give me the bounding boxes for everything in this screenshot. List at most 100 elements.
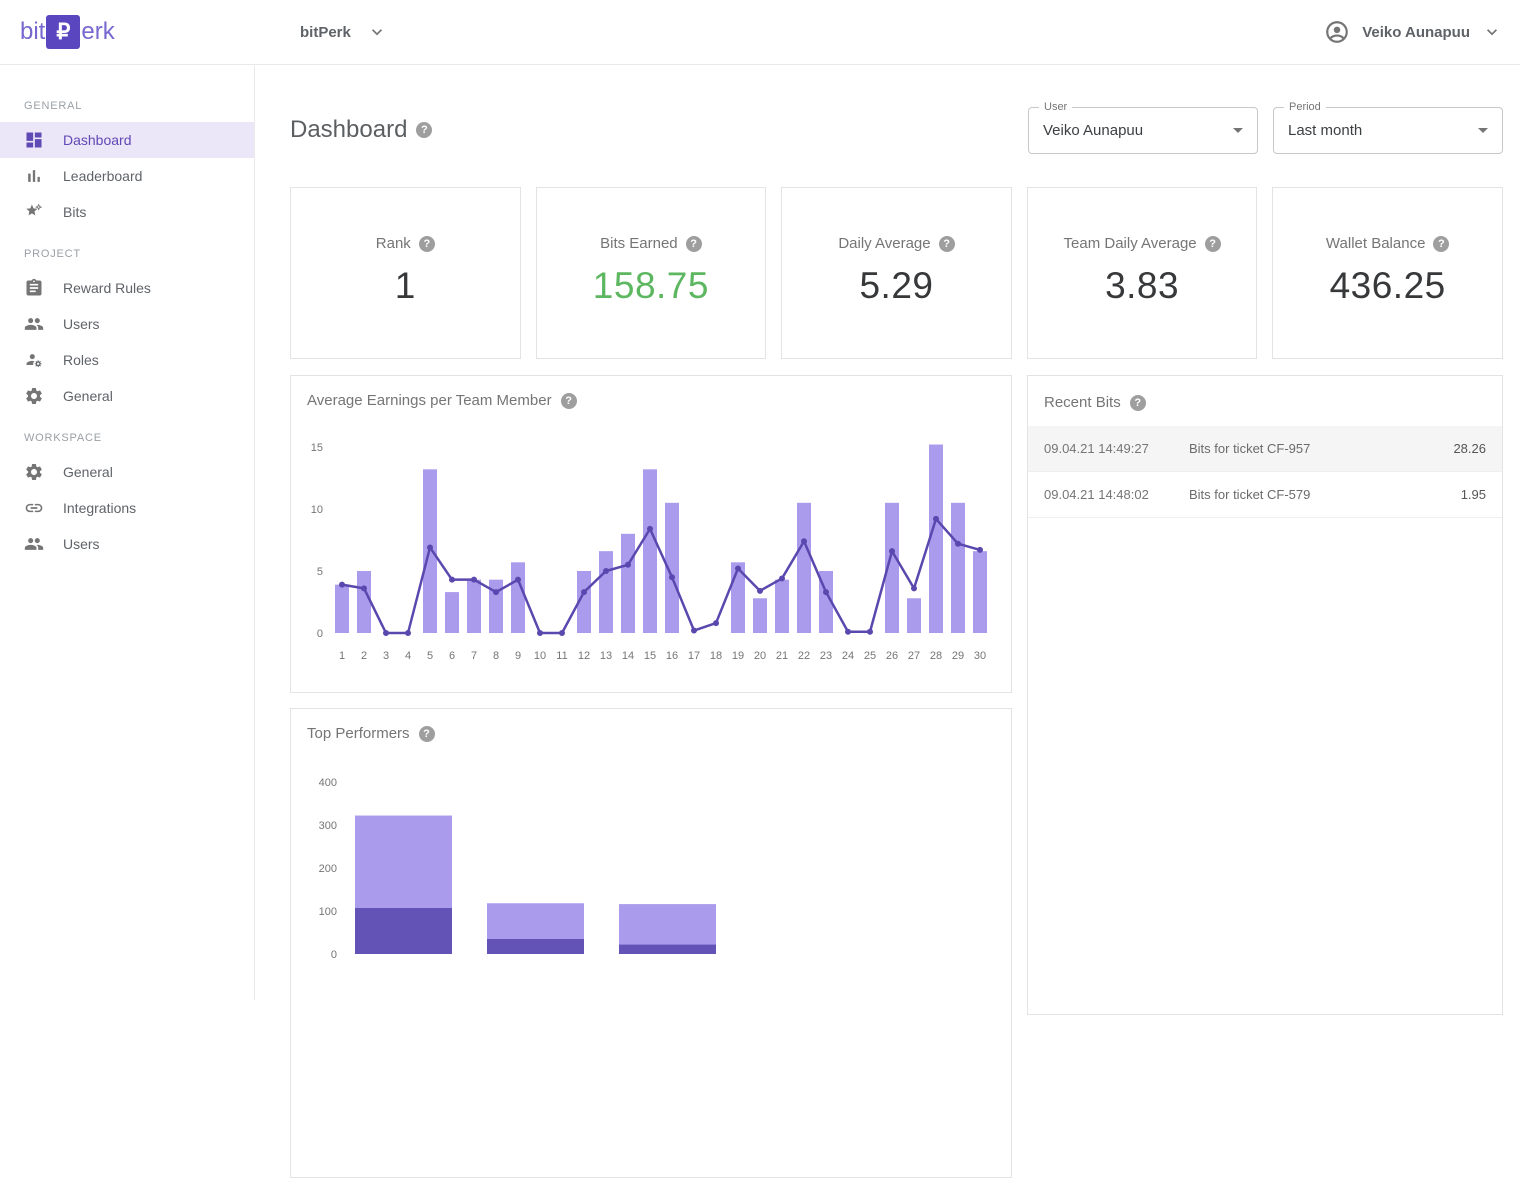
bar	[797, 503, 811, 633]
bit-amount: 28.26	[1453, 441, 1486, 456]
line-point	[493, 589, 499, 595]
x-axis-tick: 13	[600, 650, 612, 662]
sidebar-item-reward-rules[interactable]: Reward Rules	[0, 270, 254, 306]
help-icon[interactable]	[419, 236, 435, 252]
bar	[445, 592, 459, 633]
bar	[357, 571, 371, 633]
x-axis-tick: 2	[361, 650, 367, 662]
stat-card-daily-average: Daily Average5.29	[781, 187, 1012, 359]
bar	[775, 580, 789, 633]
sidebar-item-users[interactable]: Users	[0, 526, 254, 562]
x-axis-tick: 20	[754, 650, 766, 662]
project-select[interactable]: bitPerk	[300, 22, 387, 42]
line-point	[801, 538, 807, 544]
x-axis-tick: 1	[339, 650, 345, 662]
help-icon[interactable]	[1205, 236, 1221, 252]
x-axis-tick: 14	[622, 650, 634, 662]
line-point	[933, 516, 939, 522]
clipboard-icon	[24, 278, 44, 298]
x-axis-tick: 8	[493, 650, 499, 662]
x-axis-tick: 12	[578, 650, 590, 662]
y-axis-tick: 0	[331, 949, 337, 961]
sidebar-item-label: Leaderboard	[63, 168, 142, 184]
user-menu[interactable]: Veiko Aunapuu	[1324, 19, 1502, 45]
sidebar-item-label: Integrations	[63, 500, 136, 516]
gear-icon	[24, 386, 44, 406]
logo-text-suffix: erk	[81, 18, 114, 46]
sidebar-item-label: Bits	[63, 204, 86, 220]
help-icon[interactable]	[939, 236, 955, 252]
sidebar-section-label: PROJECT	[0, 238, 254, 270]
star-icon	[24, 202, 44, 222]
sidebar-item-general[interactable]: General	[0, 378, 254, 414]
stat-value: 1	[395, 265, 416, 307]
dropdown-arrow-icon	[1233, 128, 1243, 133]
help-icon[interactable]	[686, 236, 702, 252]
x-axis-tick: 17	[688, 650, 700, 662]
help-icon[interactable]	[1130, 395, 1146, 411]
average-earnings-chart-card: Average Earnings per Team Member 0510151…	[290, 375, 1012, 693]
bar	[511, 562, 525, 633]
bar	[907, 598, 921, 633]
y-axis-tick: 400	[319, 777, 337, 789]
sidebar-item-leaderboard[interactable]: Leaderboard	[0, 158, 254, 194]
help-icon[interactable]	[416, 122, 432, 138]
stat-label-text: Bits Earned	[600, 235, 678, 252]
period-filter-value: Last month	[1288, 122, 1362, 139]
stacked-bar-upper	[487, 903, 584, 939]
bar	[621, 534, 635, 633]
sidebar-item-integrations[interactable]: Integrations	[0, 490, 254, 526]
bit-timestamp: 09.04.21 14:48:02	[1044, 487, 1189, 502]
period-filter-select[interactable]: Period Last month	[1273, 107, 1503, 154]
line-point	[361, 585, 367, 591]
line-point	[955, 541, 961, 547]
sidebar-item-dashboard[interactable]: Dashboard	[0, 122, 254, 158]
line-point	[735, 566, 741, 572]
line-point	[669, 574, 675, 580]
line-point	[889, 548, 895, 554]
line-point	[823, 589, 829, 595]
x-axis-tick: 27	[908, 650, 920, 662]
sidebar-item-general[interactable]: General	[0, 454, 254, 490]
sidebar-section-label: WORKSPACE	[0, 422, 254, 454]
gear-icon	[24, 462, 44, 482]
stat-label-text: Daily Average	[838, 235, 930, 252]
avatar-icon	[1324, 19, 1350, 45]
period-filter-label: Period	[1284, 101, 1326, 113]
help-icon[interactable]	[561, 393, 577, 409]
stat-card-team-daily-average: Team Daily Average3.83	[1027, 187, 1258, 359]
line-point	[427, 544, 433, 550]
help-icon[interactable]	[1433, 236, 1449, 252]
line-point	[581, 589, 587, 595]
chevron-down-icon	[367, 22, 387, 42]
line-point	[405, 630, 411, 636]
bar	[335, 585, 349, 633]
help-icon[interactable]	[419, 726, 435, 742]
page-header: Dashboard User Veiko Aunapuu Period Last…	[290, 105, 1503, 155]
sidebar-item-users[interactable]: Users	[0, 306, 254, 342]
stacked-bar-upper	[619, 904, 716, 944]
stat-card-wallet-balance: Wallet Balance436.25	[1272, 187, 1503, 359]
sidebar-item-label: Users	[63, 536, 100, 552]
x-axis-tick: 9	[515, 650, 521, 662]
chart-title-text: Top Performers	[307, 725, 410, 742]
charts-row: Average Earnings per Team Member 0510151…	[290, 375, 1503, 1178]
sidebar-item-roles[interactable]: Roles	[0, 342, 254, 378]
people-icon	[24, 314, 44, 334]
sidebar-item-label: General	[63, 388, 113, 404]
stat-label-text: Team Daily Average	[1064, 235, 1197, 252]
logo-currency-icon: ₽	[46, 15, 80, 49]
sidebar-item-label: Roles	[63, 352, 99, 368]
sidebar-item-bits[interactable]: Bits	[0, 194, 254, 230]
y-axis-tick: 15	[311, 442, 323, 454]
bar	[951, 503, 965, 633]
main-content: Dashboard User Veiko Aunapuu Period Last…	[256, 65, 1520, 1178]
user-filter-select[interactable]: User Veiko Aunapuu	[1028, 107, 1258, 154]
x-axis-tick: 6	[449, 650, 455, 662]
